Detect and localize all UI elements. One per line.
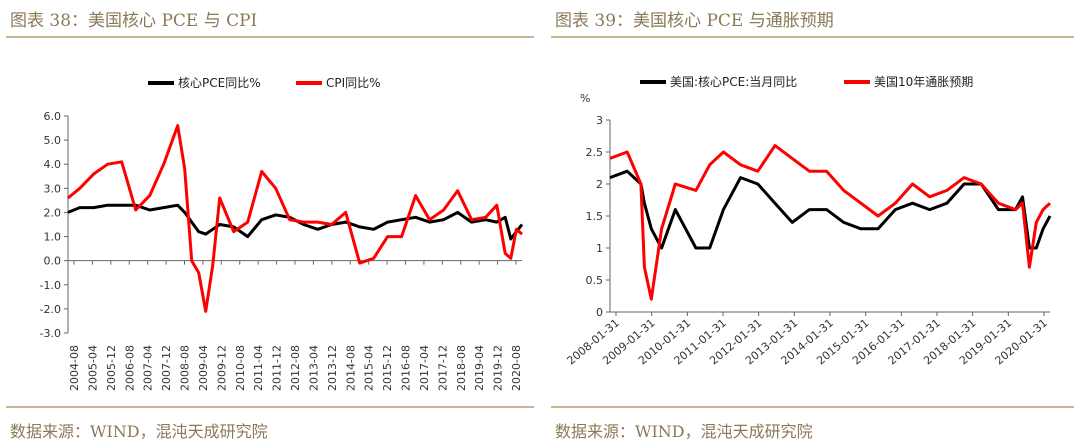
y-tick-label: 5.0 — [44, 134, 62, 147]
x-tick-label: 2015-12 — [381, 345, 394, 391]
right-source-rule — [551, 406, 1074, 408]
y-tick-label: 3.0 — [44, 182, 62, 195]
y-tick-label: 1 — [596, 242, 603, 255]
x-tick-label: 2014-08 — [344, 345, 357, 391]
left-chart: 核心PCE同比% CPI同比% 6.0 5.0 4.0 3.0 2.0 1.0 0.0 -1.0 -… — [40, 76, 524, 391]
left-figure-title: 图表 38：美国核心 PCE 与 CPI — [10, 11, 258, 31]
x-tick-label: 2005-04 — [86, 345, 99, 391]
left-source-rule — [6, 406, 534, 408]
y-tick-label: 0 — [596, 306, 603, 319]
x-tick-label: 2006-08 — [123, 345, 136, 391]
y-axis-unit: % — [580, 92, 590, 105]
x-tick-label: 2011-12 — [271, 345, 284, 391]
x-tick-label: 2004-08 — [68, 345, 81, 391]
right-chart: 美国:核心PCE:当月同比 美国10年通胀预期32.521.510.50%2008… — [565, 75, 1052, 367]
y-tick-label: -3.0 — [40, 327, 61, 340]
y-tick-label: 2 — [596, 178, 603, 191]
x-tick-label: 2005-12 — [105, 345, 118, 391]
x-tick-label: 2008-08 — [179, 345, 192, 391]
legend-label-2: CPI同比% — [326, 76, 381, 90]
right-figure-title: 图表 39：美国核心 PCE 与通胀预期 — [555, 11, 834, 31]
left-panel: 图表 38：美国核心 PCE 与 CPI 核心PCE同比% CPI同比% 6.0 5.… — [6, 11, 534, 441]
y-tick-label: 2.5 — [586, 146, 604, 159]
legend-label-1: 核心PCE同比% — [178, 76, 261, 90]
x-tick-label: 2019-12 — [492, 345, 505, 391]
x-tick-label: 2007-12 — [160, 345, 173, 391]
x-tick-label: 2011-04 — [252, 345, 265, 391]
y-tick-label: 1.0 — [44, 231, 62, 244]
left-source: 数据来源：WIND，混沌天成研究院 — [10, 422, 268, 441]
x-tick-label: 2016-08 — [400, 345, 413, 391]
y-tick-label: 1.5 — [586, 210, 604, 223]
x-tick-label: 2018-08 — [455, 345, 468, 391]
legend-label-1: 美国:核心PCE:当月同比 — [670, 75, 797, 89]
y-tick-label: 2.0 — [44, 206, 62, 219]
left-title-rule — [6, 36, 534, 38]
x-tick-label: 2012-08 — [289, 345, 302, 391]
y-tick-label: 4.0 — [44, 158, 62, 171]
series-line-2 — [609, 144, 1052, 301]
x-tick-label: 2020-08 — [510, 345, 523, 391]
right-panel: 图表 39：美国核心 PCE 与通胀预期 美国:核心PCE:当月同比 美国10年通… — [545, 0, 1080, 448]
x-tick-label: 2013-12 — [326, 345, 339, 391]
y-tick-label: 0.5 — [586, 274, 604, 287]
x-tick-label: 2019-04 — [473, 345, 486, 391]
y-tick-label: 0.0 — [44, 255, 62, 268]
x-tick-label: 2017-12 — [436, 345, 449, 391]
series-line-2 — [67, 124, 523, 313]
x-tick-label: 2009-12 — [215, 345, 228, 391]
x-tick-label: 2007-04 — [142, 345, 155, 391]
x-tick-label: 2013-04 — [307, 345, 320, 391]
y-tick-label: -1.0 — [40, 279, 61, 292]
x-tick-label: 2009-04 — [197, 345, 210, 391]
x-tick-label: 2010-08 — [234, 345, 247, 391]
legend-label-2: 美国10年通胀预期 — [874, 75, 973, 89]
x-tick-label: 2015-04 — [363, 345, 376, 391]
y-tick-label: -2.0 — [40, 303, 61, 316]
right-source: 数据来源：WIND，混沌天成研究院 — [555, 422, 813, 441]
right-title-rule — [551, 36, 1074, 38]
y-tick-label: 3 — [596, 114, 603, 127]
x-tick-label: 2017-04 — [418, 345, 431, 391]
y-tick-label: 6.0 — [44, 110, 62, 123]
